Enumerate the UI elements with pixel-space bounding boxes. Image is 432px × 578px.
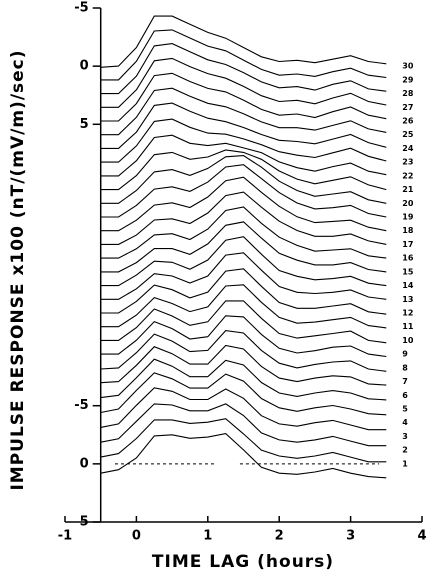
trace (100, 315, 387, 358)
trace-label: 23 (402, 158, 413, 167)
y-tick-label: -5 (74, 398, 88, 413)
trace-label: 5 (402, 404, 408, 413)
trace (100, 403, 387, 447)
y-tick-label: 5 (80, 117, 89, 132)
trace-label: 20 (402, 199, 414, 208)
trace-label: 25 (402, 130, 414, 139)
trace-label: 18 (402, 226, 414, 235)
trace-label: 17 (402, 240, 413, 249)
trace (100, 252, 387, 300)
trace-label: 11 (402, 322, 414, 331)
trace (100, 43, 387, 95)
trace-label: 15 (402, 267, 414, 276)
trace-label: 26 (402, 117, 414, 126)
trace (100, 433, 387, 479)
trace (100, 102, 387, 149)
trace-label: 13 (402, 295, 413, 304)
x-tick-label: 4 (417, 529, 426, 544)
trace-label: 19 (402, 213, 414, 222)
x-tick-label: -1 (58, 529, 72, 544)
x-tick-label: 2 (275, 529, 284, 544)
y-axis-title: IMPULSE RESPONSE x100 (nT/(mV/m)/sec) (8, 49, 28, 490)
x-tick-label: 0 (132, 529, 141, 544)
x-axis-title: TIME LAG (hours) (152, 552, 334, 572)
trace (100, 191, 387, 245)
y-tick-label: 0 (80, 59, 89, 74)
trace-label: 12 (402, 308, 413, 317)
trace (100, 155, 387, 204)
trace (100, 15, 387, 68)
trace (100, 300, 387, 344)
trace (100, 206, 387, 259)
y-tick-label: -5 (74, 1, 88, 16)
trace-label: 27 (402, 103, 413, 112)
trace-label: 8 (402, 363, 408, 372)
trace (100, 284, 387, 329)
trace-label: 29 (402, 75, 414, 84)
x-tick-label: 3 (346, 529, 355, 544)
trace-label: 14 (402, 281, 414, 290)
trace (100, 387, 387, 431)
x-tick-label: 1 (203, 529, 212, 544)
trace-label: 30 (402, 62, 414, 71)
trace (100, 221, 387, 273)
y-tick-label: 5 (80, 515, 89, 530)
trace-label: 2 (402, 446, 408, 455)
trace (100, 330, 387, 372)
trace (100, 29, 387, 81)
trace-label: 9 (402, 350, 408, 359)
trace-label: 7 (402, 377, 408, 386)
trace (100, 418, 387, 463)
trace-label: 1 (402, 459, 408, 468)
trace-label: 16 (402, 254, 414, 263)
trace (100, 372, 387, 416)
trace-label: 22 (402, 171, 413, 180)
trace-label: 21 (402, 185, 414, 194)
trace-label: 10 (402, 336, 414, 345)
trace-label: 3 (402, 432, 408, 441)
trace (100, 118, 387, 163)
y-tick-label: 0 (80, 456, 89, 471)
trace (100, 57, 387, 108)
trace (100, 176, 387, 232)
trace (100, 344, 387, 386)
trace-label: 4 (402, 418, 408, 427)
trace-label: 28 (402, 89, 414, 98)
trace (100, 236, 387, 287)
trace-label: 6 (402, 391, 408, 400)
trace (100, 134, 387, 177)
trace-label: 24 (402, 144, 414, 153)
trace (100, 87, 387, 136)
trace (100, 72, 387, 122)
trace (100, 268, 387, 315)
trace (100, 358, 387, 401)
trace (100, 164, 387, 218)
trace (100, 149, 387, 191)
